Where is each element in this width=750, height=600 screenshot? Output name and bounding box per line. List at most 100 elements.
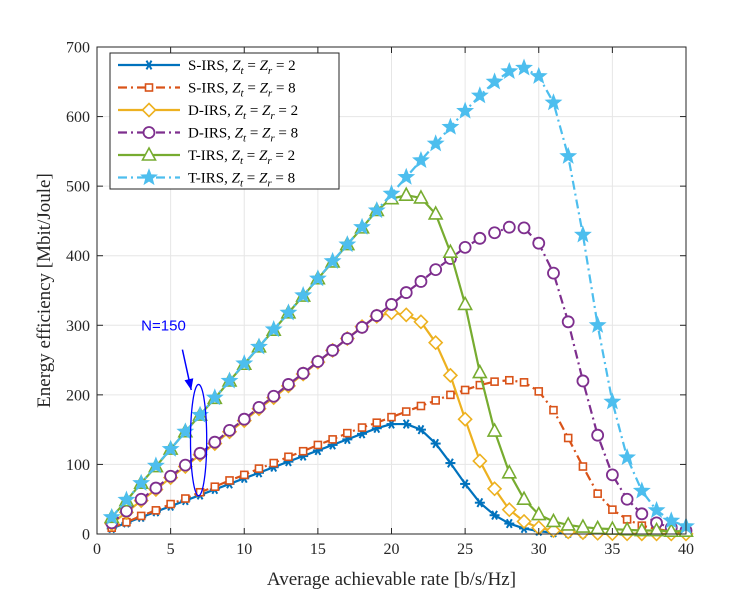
data-point-marker [662,511,681,529]
y-tick-label: 300 [66,318,90,335]
data-point-marker [382,184,401,202]
data-point-marker [235,354,254,372]
legend-label: D-IRS, Zt = Zr = 2 [188,103,298,122]
series-line [111,379,687,534]
data-point-marker [603,392,622,410]
legend-label: T-IRS, Zt = Zr = 8 [188,171,295,190]
data-point-marker [294,285,313,303]
data-point-marker [428,335,444,351]
data-point-marker [161,439,180,457]
data-point-marker [166,499,175,509]
x-tick-label: 15 [310,541,326,558]
data-point-marker [355,320,369,334]
data-point-marker [530,505,547,521]
data-point-marker [561,315,575,329]
data-point-marker [593,489,602,498]
series-layer [102,58,695,542]
data-point-marker [591,428,605,442]
legend-label: S-IRS, Zt = Zr = 2 [188,58,296,77]
data-point-marker [633,521,650,537]
data-point-marker [413,189,429,204]
data-point-marker [519,378,529,387]
data-point-marker [132,473,151,491]
data-point-marker [102,507,121,525]
data-point-marker [573,225,592,243]
data-point-marker [398,307,414,323]
data-point-marker [441,117,460,135]
legend-marker [141,102,157,118]
data-point-marker [534,387,544,396]
data-point-marker [237,412,251,426]
data-point-marker [486,481,503,497]
data-point-marker [501,502,517,518]
data-point-marker [399,286,413,299]
data-point-marker [488,226,501,240]
data-point-marker [635,507,649,521]
data-point-marker [559,146,578,164]
x-tick-label: 10 [236,541,252,558]
data-point-marker [456,101,475,119]
data-point-marker [618,448,637,466]
data-point-marker [544,93,563,111]
data-point-marker [532,236,546,250]
data-point-marker [560,516,577,531]
data-point-marker [529,66,548,84]
legend-marker [144,83,154,92]
data-point-marker [485,72,504,90]
data-point-marker [178,458,192,472]
data-point-marker [427,205,444,220]
y-tick-label: 200 [66,387,90,404]
data-point-marker [663,522,680,538]
data-point-marker [387,412,396,422]
y-tick-label: 100 [66,457,90,474]
data-point-marker [489,510,500,521]
data-point-marker [460,479,471,489]
data-point-marker [430,438,441,449]
data-point-marker [490,377,499,386]
y-axis-label: Energy efficiency [Mbit/Joule] [34,173,55,408]
data-point-marker [205,388,224,406]
data-point-marker [648,521,665,537]
y-tick-label: 400 [66,248,90,265]
data-point-marker [117,490,136,508]
series-4 [105,220,693,537]
data-point-marker [343,428,352,438]
data-point-marker [458,240,472,254]
data-point-marker [195,487,205,497]
data-point-marker [353,217,371,235]
data-point-marker [326,343,340,357]
legend-label: D-IRS, Zt = Zr = 8 [188,126,298,145]
data-point-marker [210,482,220,491]
y-tick-label: 500 [66,179,90,196]
legend-entry: D-IRS, Zt = Zr = 2 [118,102,298,122]
data-point-marker [457,411,473,427]
data-point-marker [151,506,161,515]
data-point-marker [549,405,558,415]
data-point-marker [313,440,323,450]
data-point-marker [397,167,416,185]
legend-marker [140,168,158,186]
data-point-marker [416,401,426,411]
data-point-marker [120,504,133,518]
legend-entry: S-IRS, Zt = Zr = 8 [118,81,296,100]
data-point-marker [412,150,430,169]
data-point-marker [486,422,503,437]
data-point-marker [225,476,234,485]
data-point-marker [385,298,398,311]
x-tick-label: 20 [384,541,400,558]
data-point-marker [575,518,591,533]
data-point-marker [445,458,456,468]
y-tick-label: 700 [66,40,90,57]
data-point-marker [516,490,532,506]
data-point-marker [136,511,146,521]
data-point-marker [149,481,163,495]
data-point-marker [547,266,560,280]
data-point-marker [267,389,281,403]
data-point-marker [372,418,382,427]
data-point-marker [588,315,607,333]
data-point-marker [370,309,384,322]
annotation-label: N=150 [141,317,186,334]
data-point-marker [220,371,239,389]
